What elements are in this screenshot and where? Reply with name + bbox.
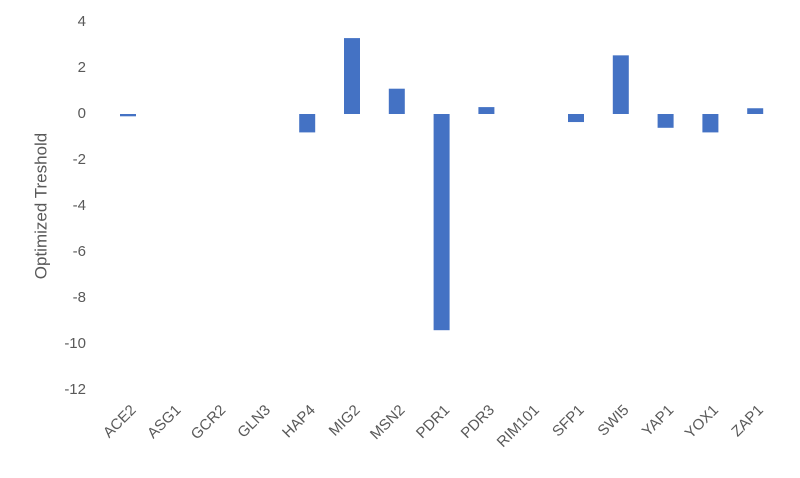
x-tick-label: ACE2 — [100, 402, 140, 442]
y-tick-label: -12 — [64, 381, 86, 398]
bar — [657, 114, 674, 128]
x-tick-label: PDR1 — [413, 402, 453, 442]
y-tick-label: -2 — [73, 151, 86, 168]
x-tick-label: MSN2 — [367, 402, 408, 443]
x-tick-label: GLN3 — [234, 402, 274, 442]
bar — [568, 114, 584, 123]
x-tick-label: MIG2 — [326, 402, 364, 440]
x-tick-label: YAP1 — [639, 402, 677, 440]
y-tick-label: 2 — [78, 59, 86, 76]
bar — [478, 107, 495, 114]
x-tick-label: SWI5 — [594, 402, 632, 440]
y-tick-label: 4 — [78, 13, 86, 30]
x-tick-label: RIM101 — [494, 402, 543, 451]
x-tick-label: SFP1 — [549, 402, 588, 441]
y-tick-label: 0 — [78, 105, 86, 122]
x-tick-label: PDR3 — [458, 402, 498, 442]
x-tick-label: ASG1 — [144, 402, 184, 442]
bar — [612, 55, 629, 114]
bar — [747, 108, 764, 114]
bar — [120, 114, 136, 117]
y-tick-label: -4 — [73, 197, 86, 214]
x-tick-label: GCR2 — [188, 402, 229, 443]
bar — [299, 114, 316, 133]
bar — [388, 88, 405, 114]
x-tick-label: ZAP1 — [728, 402, 767, 441]
x-tick-label: YOX1 — [682, 402, 722, 442]
y-axis-title: Optimized Treshold — [31, 133, 50, 279]
bar — [702, 114, 719, 133]
x-tick-label: HAP4 — [279, 402, 319, 442]
bar — [433, 114, 450, 331]
bar — [344, 38, 360, 114]
y-tick-label: -6 — [73, 243, 86, 260]
y-tick-label: -8 — [73, 289, 86, 306]
y-tick-label: -10 — [64, 335, 86, 352]
